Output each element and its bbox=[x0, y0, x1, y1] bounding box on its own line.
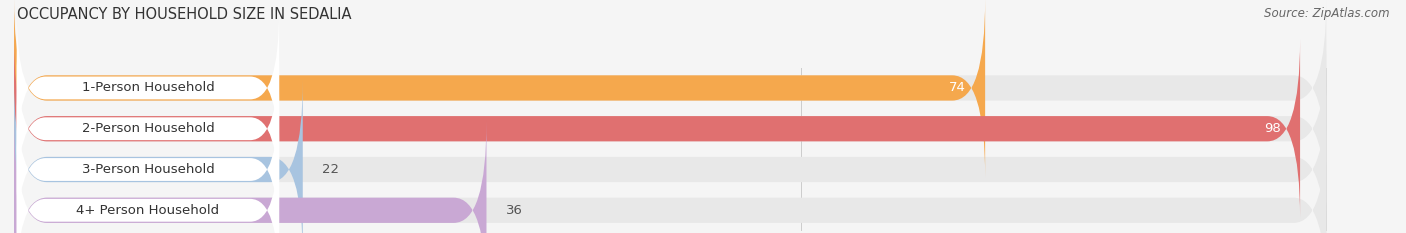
FancyBboxPatch shape bbox=[14, 0, 1326, 177]
Text: 98: 98 bbox=[1264, 122, 1281, 135]
Text: 4+ Person Household: 4+ Person Household bbox=[76, 204, 219, 217]
FancyBboxPatch shape bbox=[14, 39, 1301, 218]
FancyBboxPatch shape bbox=[14, 121, 486, 233]
FancyBboxPatch shape bbox=[14, 121, 1326, 233]
Text: 74: 74 bbox=[949, 82, 966, 94]
FancyBboxPatch shape bbox=[14, 39, 1326, 218]
FancyBboxPatch shape bbox=[17, 51, 280, 207]
Text: 3-Person Household: 3-Person Household bbox=[82, 163, 214, 176]
FancyBboxPatch shape bbox=[14, 80, 1326, 233]
Text: Source: ZipAtlas.com: Source: ZipAtlas.com bbox=[1264, 7, 1389, 20]
FancyBboxPatch shape bbox=[17, 132, 280, 233]
Text: 36: 36 bbox=[506, 204, 523, 217]
Text: 1-Person Household: 1-Person Household bbox=[82, 82, 214, 94]
FancyBboxPatch shape bbox=[17, 91, 280, 233]
FancyBboxPatch shape bbox=[17, 10, 280, 166]
FancyBboxPatch shape bbox=[14, 0, 986, 177]
Text: 22: 22 bbox=[322, 163, 339, 176]
Text: 2-Person Household: 2-Person Household bbox=[82, 122, 214, 135]
Text: OCCUPANCY BY HOUSEHOLD SIZE IN SEDALIA: OCCUPANCY BY HOUSEHOLD SIZE IN SEDALIA bbox=[17, 7, 352, 22]
FancyBboxPatch shape bbox=[14, 80, 302, 233]
